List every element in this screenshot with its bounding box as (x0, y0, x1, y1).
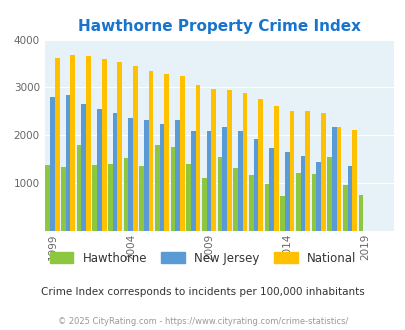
Bar (97, 109, 102, 231)
Bar (86, 56, 91, 231)
Bar (117, 62, 122, 231)
Bar (233, 168, 237, 231)
Bar (164, 74, 169, 231)
Bar (217, 157, 222, 231)
Bar (237, 131, 242, 231)
Bar (133, 66, 137, 231)
Bar (284, 152, 289, 231)
Bar (248, 176, 253, 231)
Bar (347, 166, 352, 231)
Bar (264, 184, 269, 231)
Bar (320, 113, 325, 231)
Bar (226, 90, 231, 231)
Legend: Hawthorne, New Jersey, National: Hawthorne, New Jersey, National (45, 247, 360, 269)
Bar (352, 130, 356, 231)
Bar (311, 174, 315, 231)
Bar (300, 156, 305, 231)
Bar (279, 196, 284, 231)
Bar (195, 84, 200, 231)
Bar (128, 118, 133, 231)
Bar (202, 178, 206, 231)
Bar (326, 157, 331, 231)
Bar (50, 97, 55, 231)
Bar (155, 145, 159, 231)
Text: © 2025 CityRating.com - https://www.cityrating.com/crime-statistics/: © 2025 CityRating.com - https://www.city… (58, 317, 347, 326)
Bar (222, 127, 226, 231)
Bar (269, 148, 273, 231)
Bar (70, 55, 75, 231)
Bar (289, 111, 294, 231)
Bar (186, 164, 191, 231)
Bar (61, 167, 66, 231)
Bar (253, 139, 258, 231)
Bar (273, 106, 278, 231)
Bar (358, 195, 362, 231)
Bar (305, 112, 309, 231)
Bar (331, 127, 336, 231)
Bar (258, 99, 262, 231)
Bar (148, 71, 153, 231)
Bar (242, 93, 247, 231)
Bar (139, 166, 144, 231)
Bar (342, 185, 347, 231)
Bar (144, 120, 148, 231)
Bar (102, 59, 106, 231)
Bar (191, 130, 195, 231)
Bar (113, 113, 117, 231)
Bar (45, 165, 50, 231)
Bar (206, 131, 211, 231)
Bar (336, 127, 341, 231)
Bar (55, 58, 60, 231)
Bar (295, 173, 300, 231)
Bar (170, 147, 175, 231)
Title: Hawthorne Property Crime Index: Hawthorne Property Crime Index (77, 19, 360, 34)
Bar (175, 120, 180, 231)
Bar (124, 158, 128, 231)
Bar (81, 104, 86, 231)
Bar (66, 95, 70, 231)
Bar (211, 89, 215, 231)
Bar (180, 77, 184, 231)
Bar (159, 124, 164, 231)
Bar (92, 165, 97, 231)
Bar (315, 162, 320, 231)
Text: Crime Index corresponds to incidents per 100,000 inhabitants: Crime Index corresponds to incidents per… (41, 287, 364, 297)
Bar (77, 145, 81, 231)
Bar (108, 164, 113, 231)
